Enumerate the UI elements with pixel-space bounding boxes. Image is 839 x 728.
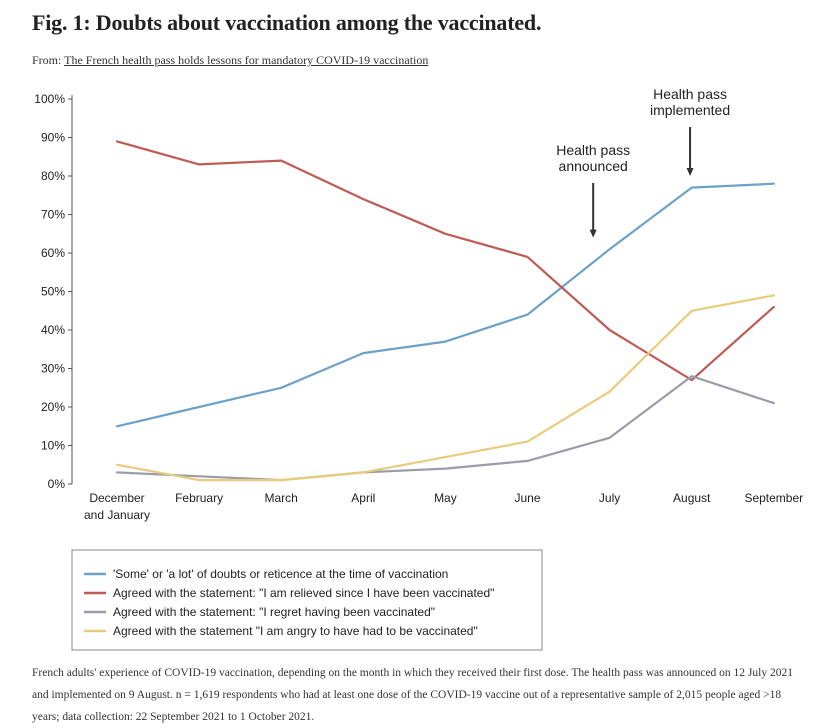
x-tick-label: September	[744, 491, 803, 505]
y-tick-label: 100%	[34, 92, 65, 106]
y-tick-label: 80%	[41, 169, 65, 183]
annotation-text: announced	[559, 158, 628, 174]
legend-label-4: Agreed with the statement "I am angry to…	[113, 624, 478, 638]
x-tick-label: and January	[84, 508, 150, 522]
annotation-text: Health pass	[556, 142, 630, 158]
line-chart: 0% 10% 20% 30% 40% 50% 60% 70% 80% 90% 100% Decembe…	[34, 86, 803, 651]
y-tick-label: 20%	[41, 400, 65, 414]
x-tick-label: July	[599, 491, 620, 505]
figure-title: Fig. 1: Doubts about vaccination among t…	[32, 10, 542, 35]
figure-caption: French adults' experience of COVID-19 va…	[32, 667, 793, 723]
x-tick-label: August	[673, 491, 711, 505]
x-tick-label: December	[89, 491, 144, 505]
annotation-arrow-head	[589, 229, 597, 238]
annotation-arrow-head	[686, 168, 694, 176]
x-tick-label: June	[514, 491, 540, 505]
y-tick-label: 30%	[41, 362, 65, 376]
series-line-4	[115, 294, 775, 482]
x-tick-label: March	[265, 491, 298, 505]
x-tick-label: April	[351, 491, 375, 505]
series-line-3	[115, 375, 775, 482]
y-tick-label: 60%	[41, 246, 65, 260]
legend-label-2: Agreed with the statement: "I am relieve…	[113, 586, 494, 600]
series-line-1	[115, 182, 775, 428]
annotation-text: implemented	[650, 102, 730, 118]
x-tick-label: February	[175, 491, 223, 505]
y-tick-label: 40%	[41, 323, 65, 337]
legend-label-3: Agreed with the statement: "I regret hav…	[113, 605, 435, 619]
y-tick-label: 50%	[41, 285, 65, 299]
y-tick-label: 10%	[41, 439, 65, 453]
source-article-link[interactable]: The French health pass holds lessons for…	[64, 53, 429, 67]
x-tick-label: May	[434, 491, 457, 505]
y-tick-label: 0%	[48, 477, 66, 491]
annotation-text: Health pass	[653, 86, 727, 102]
y-tick-label: 70%	[41, 208, 65, 222]
series-line-2	[115, 140, 775, 382]
source-prefix: From:	[32, 53, 62, 67]
source-line: From: The French health pass holds lesso…	[32, 53, 428, 68]
legend-box	[71, 549, 543, 651]
y-tick-label: 90%	[41, 131, 65, 145]
legend-label-1: 'Some' or 'a lot' of doubts or reticence…	[113, 567, 448, 581]
